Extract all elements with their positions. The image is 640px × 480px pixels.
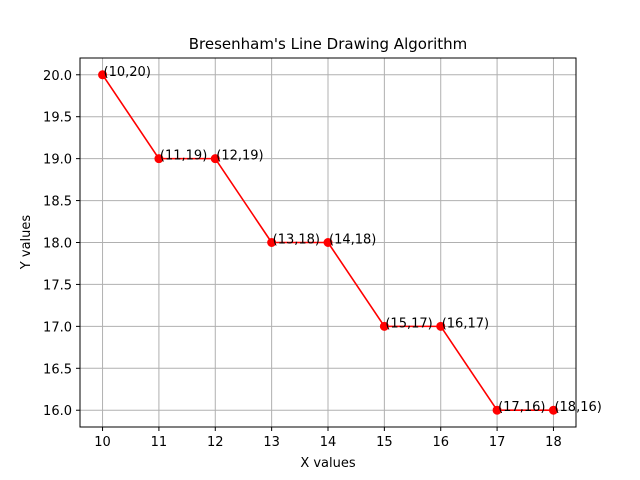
data-point	[210, 154, 220, 164]
y-tick-label: 17.5	[43, 278, 72, 293]
point-annotation: (11,19)	[160, 149, 207, 164]
data-point	[492, 405, 502, 415]
axis-ticks: 10 11 12 13 14 15 16 17 18 16.0 16.5 17.0 17.5 18.0 18…	[43, 69, 562, 450]
point-annotation: (17,16)	[498, 400, 545, 415]
x-tick-label: 10	[94, 435, 111, 450]
point-annotation: (18,16)	[554, 400, 601, 415]
point-annotation: (12,19)	[216, 149, 263, 164]
data-point	[548, 405, 558, 415]
plot-area: (10,20) (11,19) (12,19) (13,18) (14,18) (15,1…	[98, 65, 602, 415]
y-axis-label: Y values	[19, 215, 34, 271]
y-tick-label: 19.5	[43, 111, 72, 126]
x-tick-label: 18	[545, 435, 562, 450]
x-tick-label: 15	[376, 435, 393, 450]
y-tick-label: 16.0	[43, 404, 72, 419]
data-point	[379, 321, 389, 331]
point-annotation: (13,18)	[273, 233, 320, 248]
x-tick-label: 13	[263, 435, 280, 450]
y-tick-label: 17.0	[43, 320, 72, 335]
data-point	[154, 154, 164, 164]
y-tick-label: 20.0	[43, 69, 72, 84]
point-annotation: (14,18)	[329, 233, 376, 248]
data-point	[267, 238, 277, 247]
y-tick-label: 18.0	[43, 237, 72, 252]
x-tick-label: 11	[151, 435, 168, 450]
x-tick-label: 17	[489, 435, 506, 450]
data-point	[323, 238, 333, 247]
chart-title: Bresenham's Line Drawing Algorithm	[189, 35, 468, 53]
y-tick-label: 16.5	[43, 362, 72, 377]
point-annotation: (16,17)	[442, 316, 489, 331]
point-annotation: (15,17)	[385, 316, 432, 331]
x-tick-label: 12	[207, 435, 224, 450]
data-point	[98, 70, 108, 80]
data-point	[436, 321, 446, 331]
x-tick-label: 16	[432, 435, 449, 450]
y-tick-label: 19.0	[43, 153, 72, 168]
point-annotation: (10,20)	[104, 65, 151, 80]
x-axis-label: X values	[300, 456, 356, 471]
x-tick-label: 14	[320, 435, 337, 450]
y-tick-label: 18.5	[43, 195, 72, 210]
